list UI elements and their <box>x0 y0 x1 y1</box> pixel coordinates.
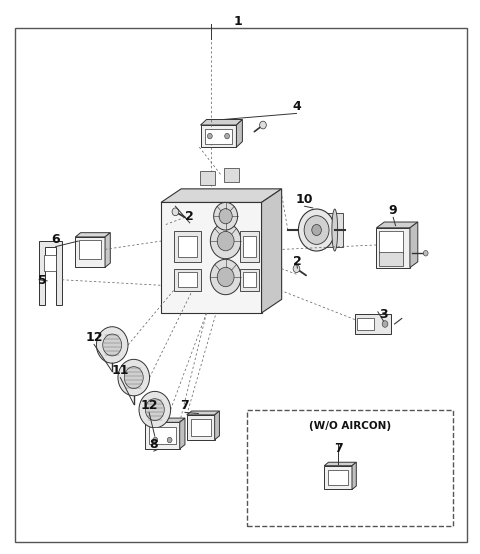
Circle shape <box>172 208 179 216</box>
Circle shape <box>293 265 300 273</box>
Text: (W/O AIRCON): (W/O AIRCON) <box>309 421 391 431</box>
Text: 11: 11 <box>111 365 129 377</box>
Polygon shape <box>180 418 185 449</box>
Circle shape <box>382 321 388 327</box>
Polygon shape <box>376 222 418 228</box>
Text: 4: 4 <box>292 100 301 114</box>
Circle shape <box>139 391 170 428</box>
Bar <box>319 213 343 247</box>
Circle shape <box>210 223 241 259</box>
Circle shape <box>260 121 266 129</box>
Bar <box>178 236 197 257</box>
Bar <box>191 419 211 435</box>
Text: 12: 12 <box>85 331 103 344</box>
Bar <box>243 236 256 257</box>
Bar <box>328 470 348 485</box>
Bar <box>201 125 237 147</box>
Circle shape <box>96 327 128 363</box>
Bar <box>200 171 215 185</box>
Bar <box>149 427 176 444</box>
Bar <box>178 272 197 288</box>
Circle shape <box>210 259 241 295</box>
Text: 10: 10 <box>296 193 313 206</box>
Text: 12: 12 <box>140 399 158 412</box>
Polygon shape <box>105 233 110 268</box>
Text: 1: 1 <box>233 15 242 28</box>
Bar <box>75 237 105 268</box>
Text: 8: 8 <box>150 438 158 451</box>
Polygon shape <box>39 241 62 305</box>
Bar <box>174 269 201 291</box>
Text: 2: 2 <box>293 255 302 268</box>
Bar <box>243 272 256 288</box>
Bar <box>379 252 403 266</box>
Text: 3: 3 <box>379 308 388 321</box>
Circle shape <box>299 209 335 251</box>
Text: 7: 7 <box>180 399 189 412</box>
Bar <box>187 415 215 440</box>
Bar <box>355 314 391 334</box>
Circle shape <box>145 399 164 420</box>
Circle shape <box>423 250 428 256</box>
Circle shape <box>118 360 150 396</box>
Text: 2: 2 <box>185 210 194 223</box>
Bar <box>324 466 352 490</box>
Polygon shape <box>215 411 219 440</box>
Circle shape <box>103 334 122 356</box>
Circle shape <box>167 437 172 443</box>
Circle shape <box>207 134 212 139</box>
Bar <box>224 168 239 182</box>
Circle shape <box>214 202 238 230</box>
Bar <box>44 255 56 271</box>
Text: 7: 7 <box>334 442 343 455</box>
Bar <box>240 232 259 262</box>
Ellipse shape <box>332 209 337 251</box>
Bar <box>174 232 201 262</box>
Circle shape <box>217 267 234 287</box>
Text: 6: 6 <box>51 233 60 247</box>
Bar <box>240 269 259 291</box>
Bar <box>205 129 232 143</box>
Polygon shape <box>324 462 356 466</box>
Circle shape <box>219 209 232 224</box>
Bar <box>161 202 262 313</box>
Bar <box>379 231 403 253</box>
Circle shape <box>124 367 143 388</box>
Polygon shape <box>262 189 282 313</box>
Polygon shape <box>187 411 219 415</box>
Text: 9: 9 <box>389 204 397 217</box>
Circle shape <box>217 232 234 251</box>
Bar <box>145 422 180 449</box>
Bar <box>358 318 374 330</box>
Polygon shape <box>75 233 110 237</box>
Circle shape <box>225 134 229 139</box>
Polygon shape <box>237 120 242 147</box>
Polygon shape <box>410 222 418 268</box>
Bar <box>247 409 453 526</box>
Bar <box>376 228 410 268</box>
Circle shape <box>312 224 322 235</box>
Polygon shape <box>161 189 282 202</box>
Bar <box>79 240 101 259</box>
Polygon shape <box>145 418 185 422</box>
Circle shape <box>153 437 157 443</box>
Polygon shape <box>352 462 356 490</box>
Text: 5: 5 <box>38 274 47 288</box>
Polygon shape <box>201 120 242 125</box>
Circle shape <box>304 216 329 244</box>
